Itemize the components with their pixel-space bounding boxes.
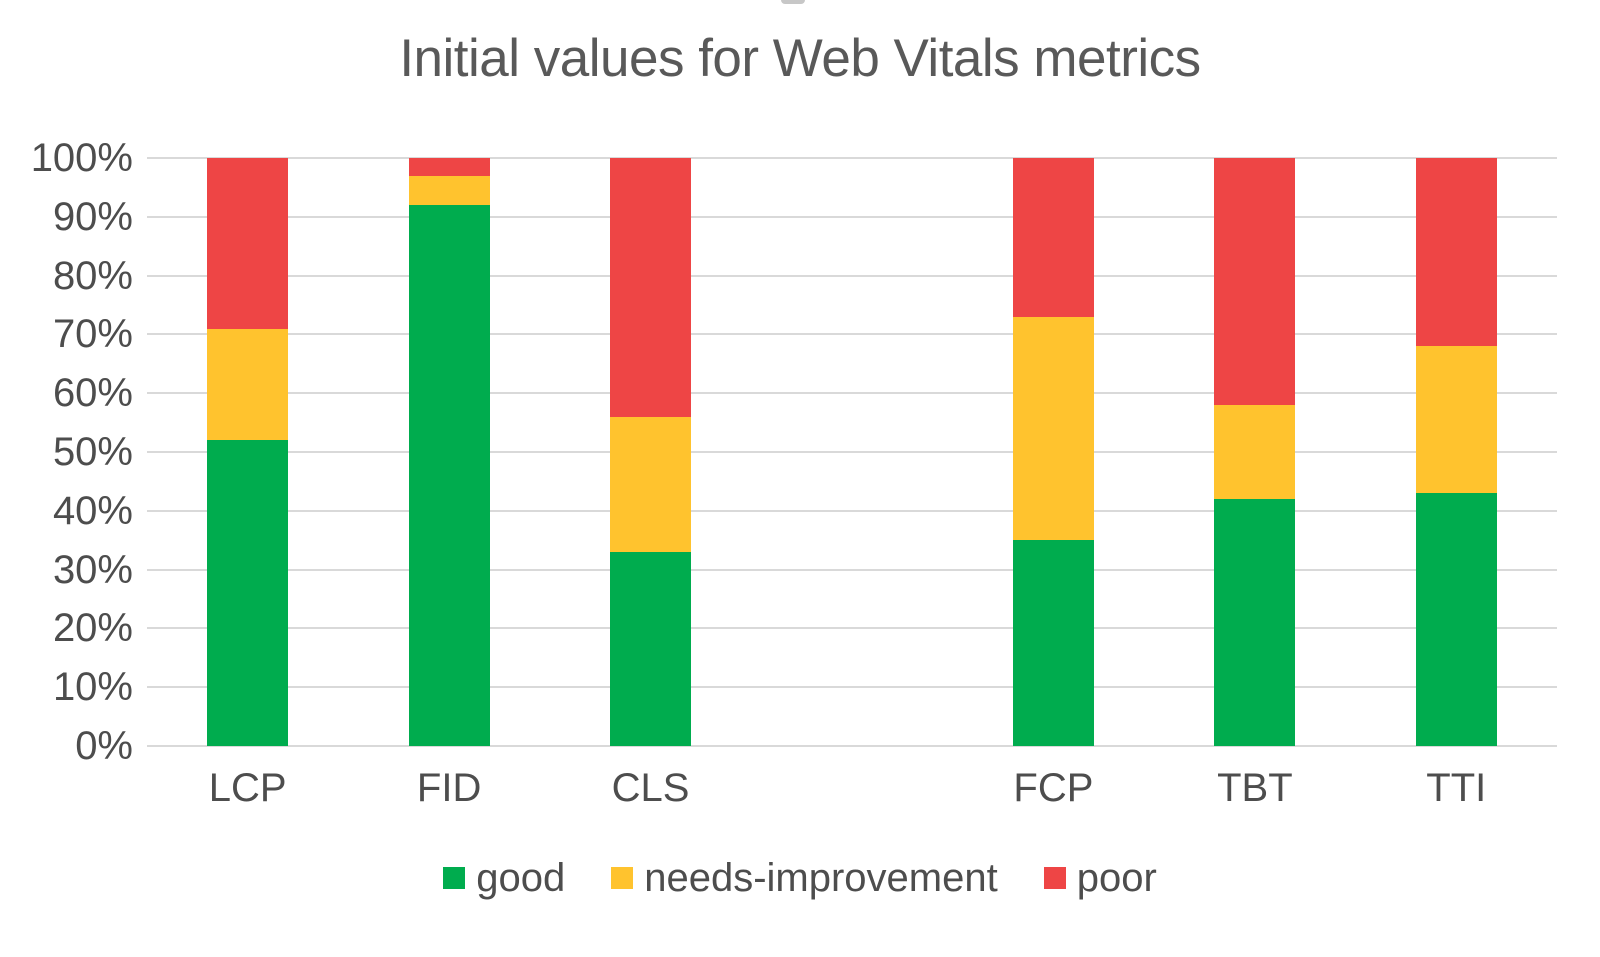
stacked-bar xyxy=(1214,158,1296,746)
bar-segment-needs-improvement xyxy=(1012,316,1094,541)
stacked-bar xyxy=(1415,158,1497,746)
legend-label: poor xyxy=(1076,856,1157,900)
gridline xyxy=(147,392,1557,394)
y-tick-label: 30% xyxy=(52,548,133,592)
x-axis-labels: LCP FID CLS FCP TBT TTI xyxy=(147,764,1557,812)
bar-slot-lcp xyxy=(147,158,348,746)
legend-swatch-poor xyxy=(1043,867,1066,889)
plot-area xyxy=(147,157,1557,747)
category-label-fcp: FCP xyxy=(1013,766,1094,810)
bar-segment-needs-improvement xyxy=(1415,346,1497,494)
category-label-fid: FID xyxy=(416,766,482,810)
legend: good needs-improvement poor xyxy=(0,856,1600,900)
y-tick-label: 60% xyxy=(52,371,133,415)
y-tick-label: 90% xyxy=(52,195,133,239)
y-tick-label: 100% xyxy=(30,136,133,180)
y-tick-label: 80% xyxy=(52,254,133,298)
gridline xyxy=(147,686,1557,688)
bar-segment-good xyxy=(1012,540,1094,746)
bar-slot-empty xyxy=(751,158,952,746)
cropped-ui-artifact xyxy=(781,0,805,4)
y-tick-label: 70% xyxy=(52,312,133,356)
bar-segment-needs-improvement xyxy=(207,328,289,441)
gridline xyxy=(147,451,1557,453)
category-label-tbt: TBT xyxy=(1217,766,1293,810)
stacked-bar xyxy=(1012,158,1094,746)
y-tick-label: 0% xyxy=(75,724,133,768)
bar-segment-good xyxy=(1415,493,1497,746)
bar-segment-poor xyxy=(610,158,692,417)
y-axis-labels: 100% 90% 80% 70% 60% 50% 40% 30% 20% 10% 0% xyxy=(0,136,133,768)
bars xyxy=(147,158,1557,746)
bar-segment-good xyxy=(408,205,490,746)
y-tick-label: 50% xyxy=(52,430,133,474)
legend-swatch-needs-improvement xyxy=(611,867,634,889)
category-label-lcp: LCP xyxy=(208,766,287,810)
gridline xyxy=(147,510,1557,512)
bar-segment-needs-improvement xyxy=(408,175,490,206)
y-tick-label: 40% xyxy=(52,489,133,533)
y-tick-label: 10% xyxy=(52,665,133,709)
bar-segment-poor xyxy=(408,158,490,176)
bar-segment-good xyxy=(1214,499,1296,746)
category-label-empty xyxy=(751,764,952,812)
bar-segment-poor xyxy=(207,158,289,329)
bar-segment-poor xyxy=(1214,158,1296,405)
gridline xyxy=(147,627,1557,629)
bar-segment-poor xyxy=(1012,158,1094,317)
legend-item-needs-improvement: needs-improvement xyxy=(611,856,998,900)
bar-slot-cls xyxy=(550,158,751,746)
bar-slot-fid xyxy=(348,158,549,746)
bar-segment-needs-improvement xyxy=(610,416,692,552)
gridline xyxy=(147,569,1557,571)
gridline xyxy=(147,333,1557,335)
category-label-tti: TTI xyxy=(1426,766,1487,810)
legend-swatch-good xyxy=(443,867,466,889)
stacked-bar xyxy=(610,158,692,746)
gridline xyxy=(147,275,1557,277)
legend-label: needs-improvement xyxy=(644,856,998,900)
gridline xyxy=(147,157,1557,159)
gridline xyxy=(147,216,1557,218)
category-label-cls: CLS xyxy=(611,766,690,810)
stacked-bar xyxy=(207,158,289,746)
chart-title: Initial values for Web Vitals metrics xyxy=(399,29,1201,88)
y-tick-label: 20% xyxy=(52,606,133,650)
bar-slot-fcp xyxy=(953,158,1154,746)
legend-item-poor: poor xyxy=(1043,856,1157,900)
bar-segment-good xyxy=(207,440,289,746)
stacked-bar xyxy=(408,158,490,746)
bar-slot-tti xyxy=(1356,158,1557,746)
bar-slot-tbt xyxy=(1154,158,1355,746)
legend-label: good xyxy=(476,856,566,900)
bar-segment-poor xyxy=(1415,158,1497,347)
gridline xyxy=(147,745,1557,747)
bar-segment-needs-improvement xyxy=(1214,404,1296,500)
legend-item-good: good xyxy=(443,856,565,900)
bar-segment-good xyxy=(610,551,692,746)
